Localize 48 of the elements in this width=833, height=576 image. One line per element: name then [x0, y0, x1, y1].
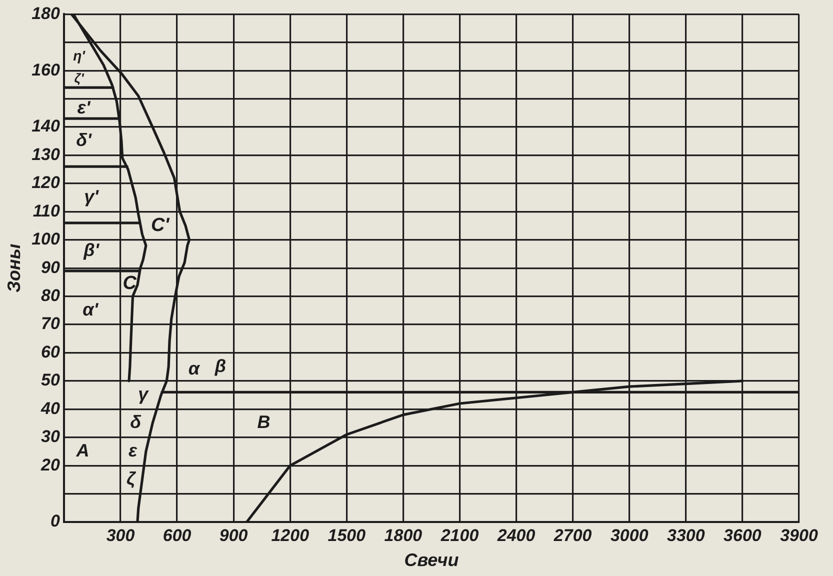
annotation: α'	[82, 299, 99, 320]
y-tick-label: 0	[50, 512, 60, 531]
annotation: δ	[130, 412, 142, 432]
y-tick-label: 160	[32, 60, 60, 80]
y-tick-label: 90	[41, 258, 60, 277]
x-tick-label: 3900	[780, 526, 818, 545]
x-tick-label: 2400	[496, 526, 536, 545]
annotation: ζ	[126, 468, 136, 489]
y-tick-label: 120	[32, 173, 60, 192]
y-tick-label: 130	[32, 144, 60, 164]
annotation: η'	[73, 47, 86, 64]
x-tick-label: 3300	[667, 526, 706, 545]
series-label: C'	[150, 215, 171, 236]
annotation: A	[75, 440, 90, 460]
y-tick-label: 110	[32, 201, 60, 220]
annotation: α	[188, 358, 200, 379]
annotation: ε	[128, 440, 138, 460]
annotation: ζ'	[74, 70, 85, 86]
x-tick-label: 1800	[384, 526, 423, 545]
y-tick-label: 100	[32, 230, 60, 249]
annotation: γ	[138, 384, 150, 404]
x-tick-label: 2700	[552, 526, 592, 545]
annotation: γ'	[84, 186, 100, 207]
y-tick-label: 80	[41, 286, 60, 305]
annotation: β	[214, 356, 226, 376]
annotation: β'	[82, 240, 100, 260]
y-tick-label: 180	[32, 4, 60, 23]
x-tick-label: 1200	[271, 526, 310, 545]
y-tick-label: 40	[40, 398, 60, 418]
annotation: ε'	[77, 98, 91, 118]
y-tick-label: 20	[40, 455, 60, 474]
x-tick-label: 300	[106, 526, 136, 545]
annotation: B	[257, 412, 270, 432]
y-tick-label: 50	[41, 370, 60, 390]
series-label: C	[122, 272, 137, 294]
x-tick-label: 3000	[610, 526, 649, 545]
y-tick-label: 60	[41, 342, 60, 362]
y-tick-label: 30	[41, 427, 60, 446]
x-tick-label: 1500	[328, 526, 366, 545]
x-axis-title: Свечи	[404, 550, 459, 570]
annotation: δ'	[76, 130, 92, 150]
y-axis-title: Зоны	[4, 243, 24, 293]
x-tick-label: 2100	[440, 526, 480, 545]
x-tick-label: 600	[162, 526, 192, 545]
x-tick-label: 900	[219, 526, 248, 545]
y-tick-label: 70	[41, 314, 60, 334]
x-tick-label: 3600	[724, 526, 762, 545]
y-tick-label: 140	[32, 116, 60, 136]
